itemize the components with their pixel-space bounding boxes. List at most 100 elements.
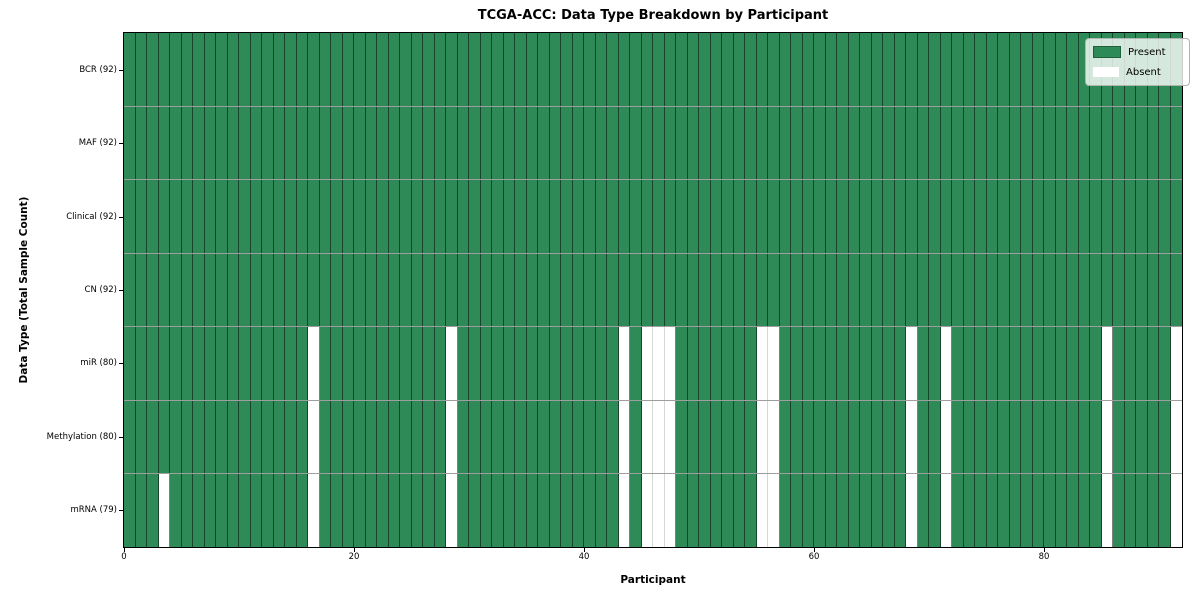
heatmap-cell	[446, 33, 458, 106]
heatmap-cell	[469, 253, 481, 327]
heatmap-cell	[262, 327, 274, 400]
heatmap-cell	[584, 400, 596, 474]
heatmap-cell	[825, 180, 837, 253]
heatmap-cell	[561, 474, 573, 548]
heatmap-cell	[1009, 106, 1021, 180]
heatmap-cell	[986, 180, 998, 253]
heatmap-cell	[814, 180, 826, 253]
heatmap-cell	[975, 106, 987, 180]
y-tick-label: CN (92)	[84, 285, 117, 295]
heatmap-cell	[848, 327, 860, 400]
heatmap-cell	[572, 327, 584, 400]
heatmap-cell	[262, 400, 274, 474]
heatmap-cell	[492, 253, 504, 327]
heatmap-cell	[204, 400, 216, 474]
heatmap-cell	[296, 33, 308, 106]
heatmap-cell	[917, 33, 929, 106]
heatmap-cell	[135, 33, 147, 106]
heatmap-cell	[515, 33, 527, 106]
heatmap-cell	[1055, 180, 1067, 253]
x-tick-mark	[124, 548, 125, 552]
heatmap-cell	[641, 33, 653, 106]
heatmap-cell	[768, 253, 780, 327]
heatmap-cell	[894, 106, 906, 180]
heatmap-cell	[469, 33, 481, 106]
heatmap-cell	[653, 474, 665, 548]
y-tick-mark	[119, 290, 123, 291]
heatmap-cell	[250, 400, 262, 474]
heatmap-cell	[1113, 400, 1125, 474]
heatmap-cell	[1021, 400, 1033, 474]
heatmap-cell	[894, 33, 906, 106]
heatmap-cell	[1124, 253, 1136, 327]
heatmap-cell	[503, 474, 515, 548]
heatmap-cell	[860, 327, 872, 400]
heatmap-cell	[952, 253, 964, 327]
heatmap-cell	[940, 400, 952, 474]
heatmap-cell	[883, 327, 895, 400]
heatmap-cell	[411, 106, 423, 180]
heatmap-cell	[273, 180, 285, 253]
heatmap-cell	[871, 33, 883, 106]
heatmap-cell	[434, 33, 446, 106]
heatmap-cell	[446, 106, 458, 180]
heatmap-cell	[1009, 253, 1021, 327]
heatmap-cell	[515, 180, 527, 253]
heatmap-cell	[1136, 180, 1148, 253]
heatmap-cell	[354, 400, 366, 474]
x-tick-label: 60	[808, 552, 820, 562]
heatmap-cell	[331, 327, 343, 400]
heatmap-cell	[216, 33, 228, 106]
heatmap-cell	[515, 106, 527, 180]
heatmap-cell	[1067, 474, 1079, 548]
legend-item-present: Present	[1093, 44, 1183, 60]
heatmap-cell	[1078, 474, 1090, 548]
heatmap-cell	[181, 400, 193, 474]
heatmap-cell	[250, 327, 262, 400]
heatmap-cell	[1159, 474, 1171, 548]
heatmap-cell	[952, 180, 964, 253]
heatmap-cell	[733, 180, 745, 253]
heatmap-cell	[434, 106, 446, 180]
heatmap-cell	[883, 33, 895, 106]
heatmap-cell	[779, 106, 791, 180]
heatmap-cell	[745, 180, 757, 253]
heatmap-cell	[618, 474, 630, 548]
heatmap-cell	[262, 180, 274, 253]
heatmap-cell	[1136, 327, 1148, 400]
heatmap-cell	[1147, 327, 1159, 400]
heatmap-cell	[193, 106, 205, 180]
heatmap-cell	[135, 180, 147, 253]
heatmap-cell	[1067, 106, 1079, 180]
heatmap-cell	[779, 327, 791, 400]
heatmap-cell	[929, 106, 941, 180]
heatmap-cell	[377, 400, 389, 474]
heatmap-cell	[227, 180, 239, 253]
heatmap-cell	[273, 33, 285, 106]
heatmap-cell	[1055, 106, 1067, 180]
heatmap-cell	[641, 180, 653, 253]
heatmap-cell	[975, 400, 987, 474]
heatmap-cell	[607, 400, 619, 474]
heatmap-cell	[1078, 106, 1090, 180]
heatmap-cell	[239, 33, 251, 106]
heatmap-cell	[124, 327, 136, 400]
heatmap-cell	[204, 180, 216, 253]
heatmap-cell	[630, 180, 642, 253]
heatmap-cell	[687, 253, 699, 327]
heatmap-cell	[296, 400, 308, 474]
heatmap-cell	[423, 400, 435, 474]
heatmap-cell	[1032, 474, 1044, 548]
heatmap-cell	[308, 33, 320, 106]
heatmap-cell	[1136, 400, 1148, 474]
heatmap-cell	[319, 474, 331, 548]
heatmap-cell	[250, 180, 262, 253]
heatmap-cell	[296, 474, 308, 548]
heatmap-cell	[768, 327, 780, 400]
heatmap-cell	[147, 474, 159, 548]
heatmap-cell	[147, 180, 159, 253]
y-axis-label: Data Type (Total Sample Count)	[18, 196, 30, 384]
heatmap-cell	[124, 400, 136, 474]
heatmap-cell	[262, 253, 274, 327]
heatmap-cell	[1147, 180, 1159, 253]
